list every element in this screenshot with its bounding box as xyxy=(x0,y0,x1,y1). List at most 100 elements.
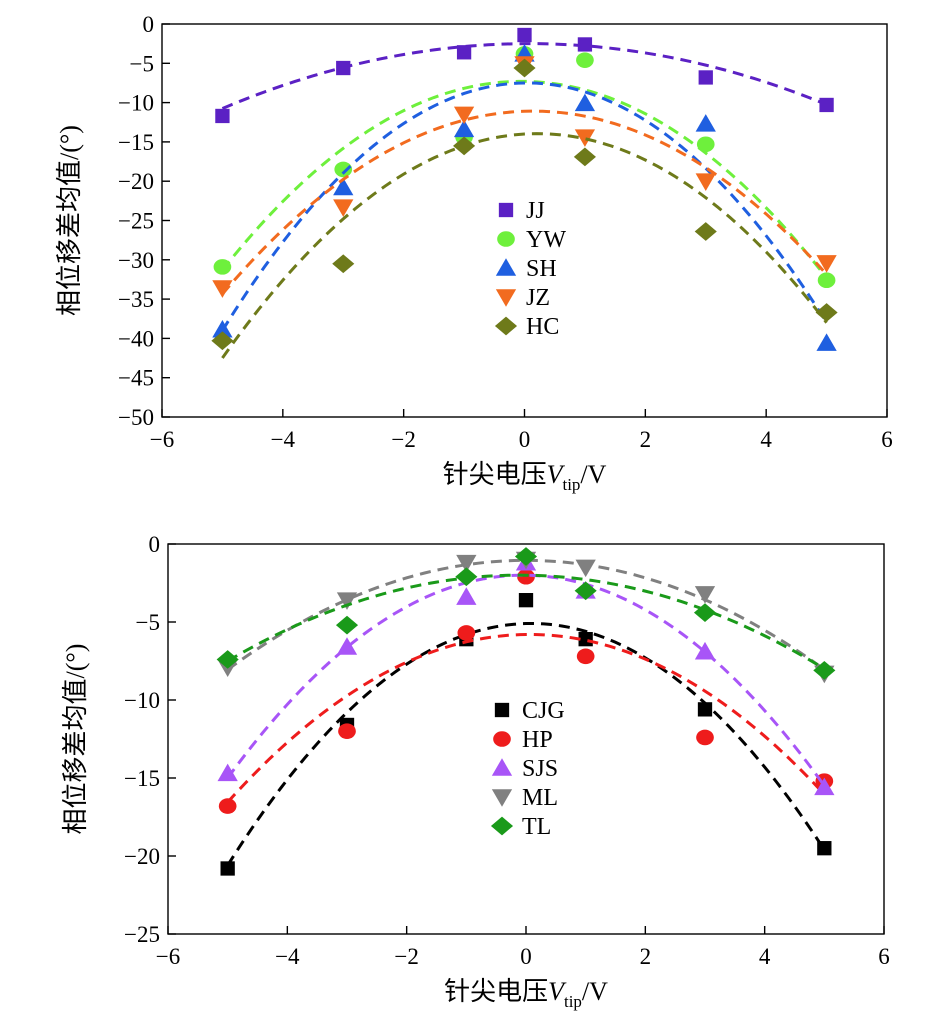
point-SH xyxy=(695,114,716,132)
legend-label-JJ: JJ xyxy=(526,198,545,224)
y-tick-label: −10 xyxy=(124,688,160,713)
point-HC xyxy=(332,254,355,274)
point-TL xyxy=(693,603,717,622)
point-TL xyxy=(335,615,359,635)
y-tick-label: 0 xyxy=(149,532,161,557)
point-HP xyxy=(517,568,535,585)
y-tick-label: −5 xyxy=(130,51,154,76)
point-YW xyxy=(696,136,715,153)
y-tick-label: −25 xyxy=(124,922,160,947)
point-JZ xyxy=(453,106,475,125)
point-JJ xyxy=(517,27,532,43)
point-JJ xyxy=(215,108,230,124)
legend-label-TL: TL xyxy=(522,814,551,840)
point-JJ xyxy=(336,60,351,76)
x-tick-label: −2 xyxy=(391,427,415,452)
legend-marker-TL xyxy=(490,816,514,836)
point-JZ xyxy=(333,199,354,217)
point-HC xyxy=(815,303,838,322)
series-TL xyxy=(216,547,836,680)
point-SH xyxy=(453,119,475,138)
legend-marker-JZ xyxy=(495,289,517,307)
point-CJG xyxy=(578,632,593,647)
legend-marker-HC xyxy=(494,316,518,336)
legend-label-ML: ML xyxy=(522,785,558,811)
x-tick-label: −6 xyxy=(156,944,180,969)
legend-label-YW: YW xyxy=(526,227,566,253)
legend-label-SJS: SJS xyxy=(522,756,558,782)
point-HC xyxy=(211,331,234,351)
point-HP xyxy=(218,798,237,814)
x-axis-label: 针尖电压Vtip/V xyxy=(443,460,607,494)
point-ML xyxy=(694,586,716,604)
point-ML xyxy=(575,559,596,578)
series-HP xyxy=(218,568,834,814)
legend-label-SH: SH xyxy=(526,256,557,282)
x-tick-label: 2 xyxy=(640,427,652,452)
x-axis-label: 针尖电压Vtip/V xyxy=(444,977,608,1011)
x-axis-label-unit: /V xyxy=(580,460,606,489)
series-HC xyxy=(211,58,838,359)
fit-line-HP xyxy=(226,632,826,804)
legend-marker-HP xyxy=(493,731,511,747)
bottom-chart: −6 −4 −2 0 2 4 60−5−10−15−20−25相位移差均值/(°)针尖电压V… xyxy=(61,532,890,1011)
point-SJS xyxy=(217,763,238,782)
point-SJS xyxy=(694,641,716,660)
series-SH xyxy=(212,44,837,351)
point-HP xyxy=(576,648,595,665)
y-tick-label: −20 xyxy=(124,844,160,869)
fit-line-YW xyxy=(221,79,828,279)
legend-marker-YW xyxy=(497,231,515,247)
y-tick-label: −40 xyxy=(118,326,154,351)
series-JZ xyxy=(212,56,837,298)
x-axis-label-unit: /V xyxy=(582,977,608,1006)
fit-line-SJS xyxy=(226,573,826,787)
y-tick-label: −15 xyxy=(118,130,154,155)
point-TL xyxy=(514,547,538,566)
point-SH xyxy=(574,93,596,112)
x-tick-label: 4 xyxy=(759,944,771,969)
y-tick-label: −50 xyxy=(118,405,154,430)
series-SJS xyxy=(217,552,835,796)
y-tick-label: 0 xyxy=(143,12,155,37)
point-JJ xyxy=(577,37,593,52)
point-YW xyxy=(817,272,836,289)
point-JZ xyxy=(212,280,233,298)
fit-line-JZ xyxy=(221,109,828,295)
point-JJ xyxy=(698,70,713,85)
point-HC xyxy=(453,136,476,156)
x-axis-label-main: 针尖电压 xyxy=(444,977,548,1006)
point-SJS xyxy=(456,587,477,605)
point-JZ xyxy=(574,129,596,147)
point-CJG xyxy=(518,593,534,608)
point-CJG xyxy=(817,841,832,856)
x-tick-label: −4 xyxy=(275,944,300,969)
point-HC xyxy=(513,58,536,78)
point-YW xyxy=(576,52,594,68)
y-tick-label: −15 xyxy=(124,766,160,791)
x-tick-label: −4 xyxy=(271,427,296,452)
point-SJS xyxy=(814,777,835,796)
point-HP xyxy=(338,723,356,739)
x-tick-label: 2 xyxy=(640,944,652,969)
y-tick-label: −5 xyxy=(136,610,160,635)
x-tick-label: −6 xyxy=(150,427,174,452)
fit-line-CJG xyxy=(226,621,826,867)
series-JJ xyxy=(215,27,834,124)
point-HC xyxy=(694,222,717,241)
fit-line-SH xyxy=(221,81,828,332)
x-tick-label: 0 xyxy=(519,427,531,452)
fit-line-JJ xyxy=(221,42,828,110)
fit-line-TL xyxy=(226,573,826,671)
y-tick-label: −20 xyxy=(118,169,154,194)
point-SH xyxy=(333,177,354,196)
point-JZ xyxy=(695,173,716,191)
point-TL xyxy=(813,661,836,680)
point-JZ xyxy=(816,255,837,273)
point-TL xyxy=(455,567,478,587)
point-HP xyxy=(696,729,714,746)
point-JJ xyxy=(819,97,834,113)
legend-label-HP: HP xyxy=(522,727,553,753)
point-CJG xyxy=(220,861,235,876)
